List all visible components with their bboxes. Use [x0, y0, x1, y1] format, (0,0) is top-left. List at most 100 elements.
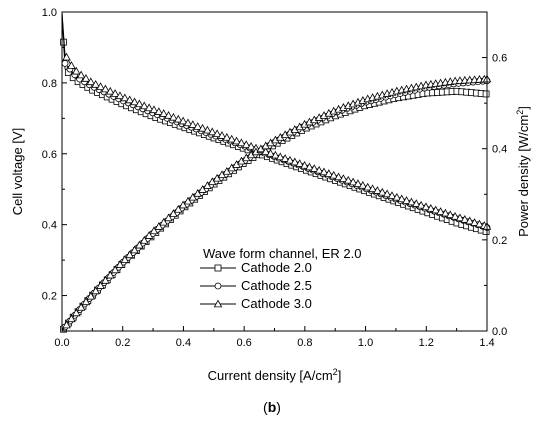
voltage-line	[61, 11, 488, 227]
power-marker	[164, 213, 173, 222]
voltage-marker	[280, 154, 290, 162]
voltage-marker	[212, 129, 222, 138]
voltage-marker	[96, 82, 105, 90]
voltage-marker	[246, 141, 256, 150]
x-tick-label: 0.4	[176, 337, 191, 349]
voltage-marker	[426, 204, 436, 212]
power-marker	[101, 276, 110, 284]
voltage-marker	[207, 127, 217, 136]
power-marker	[71, 308, 81, 317]
voltage-marker	[222, 132, 232, 141]
voltage-marker	[319, 167, 329, 176]
legend-entry: Cathode 2.0	[241, 260, 312, 275]
power-marker	[183, 196, 193, 205]
voltage-marker	[470, 218, 479, 226]
voltage-marker	[387, 191, 397, 199]
power-marker	[125, 250, 134, 259]
voltage-line	[61, 15, 488, 233]
voltage-marker	[348, 177, 358, 186]
voltage-marker	[232, 136, 241, 145]
voltage-marker	[363, 182, 372, 191]
voltage-line	[61, 11, 488, 228]
power-marker	[154, 222, 164, 230]
power-marker	[76, 302, 86, 311]
y-tick-label: 0.6	[42, 149, 57, 161]
voltage-marker	[411, 199, 421, 207]
voltage-marker	[275, 152, 285, 161]
voltage-marker	[475, 219, 484, 228]
x-tick-label: 1.2	[419, 337, 434, 349]
power-marker	[81, 297, 91, 306]
voltage-marker	[178, 116, 188, 125]
voltage-marker	[358, 181, 368, 189]
y-tick-label: 0.8	[42, 78, 57, 90]
voltage-marker	[203, 125, 212, 134]
voltage-marker	[115, 91, 125, 100]
voltage-marker	[373, 186, 382, 194]
voltage-marker	[135, 99, 144, 108]
voltage-marker	[407, 197, 416, 206]
voltage-marker	[392, 192, 402, 201]
power-marker	[135, 240, 144, 249]
voltage-marker	[445, 210, 455, 219]
voltage-marker	[76, 70, 86, 79]
power-marker	[144, 231, 154, 239]
x-tick-label: 0.0	[54, 337, 69, 349]
power-marker	[62, 320, 71, 329]
voltage-marker	[164, 111, 173, 119]
voltage-marker	[91, 80, 100, 88]
voltage-marker	[285, 155, 295, 164]
power-marker	[159, 217, 168, 226]
voltage-marker	[120, 93, 130, 102]
voltage-marker	[402, 196, 411, 204]
voltage-marker	[169, 112, 178, 121]
power-marker	[149, 226, 159, 235]
voltage-marker	[144, 103, 154, 112]
voltage-marker	[183, 118, 193, 127]
series-cathode-3-0	[61, 11, 492, 332]
voltage-marker	[343, 175, 353, 184]
y2-tick-label: 0.4	[492, 144, 507, 156]
voltage-marker	[130, 97, 139, 106]
power-marker	[110, 265, 120, 274]
voltage-marker	[154, 107, 164, 115]
power-marker	[173, 204, 183, 213]
y-tick-label: 0.2	[42, 291, 57, 303]
voltage-marker	[71, 66, 81, 75]
voltage-marker	[397, 194, 406, 203]
power-marker	[482, 90, 490, 98]
legend-marker	[213, 299, 223, 308]
voltage-marker	[421, 202, 431, 211]
x-tick-label: 1.4	[479, 337, 494, 349]
legend-entry: Cathode 2.5	[241, 278, 312, 293]
voltage-marker	[241, 140, 251, 148]
legend: Wave form channel, ER 2.0 Cathode 2.0 Cat…	[200, 246, 361, 311]
power-marker	[139, 235, 149, 244]
voltage-marker	[110, 89, 120, 97]
voltage-marker	[139, 101, 149, 110]
voltage-marker	[455, 213, 465, 222]
x-axis-ticks: 0.0 0.2 0.4 0.6 0.8 1.0 1.2 1.4	[54, 326, 495, 349]
voltage-marker	[339, 174, 348, 182]
y2-axis-ticks: 0.0 0.2 0.4 0.6	[482, 11, 507, 338]
voltage-marker	[305, 162, 314, 171]
voltage-marker	[300, 160, 309, 169]
power-marker	[203, 181, 212, 189]
voltage-marker	[314, 165, 324, 174]
voltage-marker	[217, 131, 227, 139]
voltage-marker	[465, 216, 474, 225]
voltage-marker	[441, 208, 450, 217]
voltage-marker	[329, 170, 338, 179]
voltage-marker	[460, 215, 470, 223]
voltage-marker	[101, 84, 110, 93]
voltage-marker	[295, 159, 304, 167]
voltage-marker	[261, 147, 270, 155]
power-marker	[86, 291, 96, 300]
voltage-marker	[450, 211, 460, 220]
power-marker	[130, 245, 139, 254]
voltage-marker	[62, 52, 71, 61]
y2-tick-label: 0.6	[492, 53, 507, 65]
power-marker	[178, 200, 188, 209]
y2-axis-title: Power density [W/cm2]	[515, 106, 531, 237]
